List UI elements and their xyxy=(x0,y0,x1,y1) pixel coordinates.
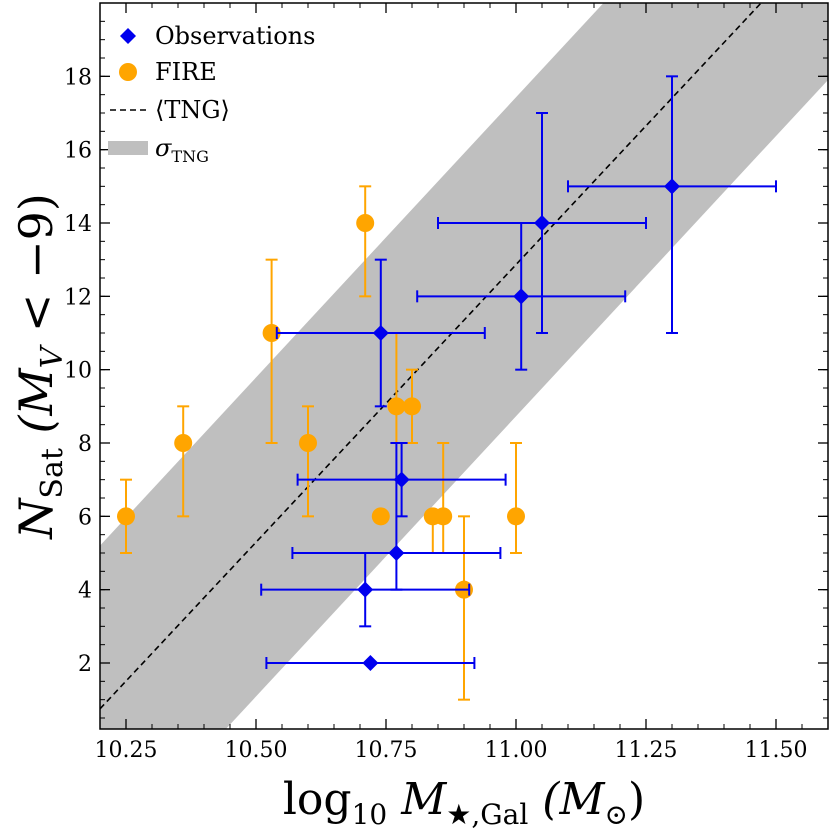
legend: Observations FIRE ⟨TNG⟩ σTNG xyxy=(108,22,315,166)
fire-point-7 xyxy=(403,397,421,416)
fire-point-4 xyxy=(356,214,375,232)
x-label-sun: ⊙ xyxy=(605,798,628,829)
legend-sigma-sub: TNG xyxy=(171,147,208,166)
legend-observations-marker xyxy=(120,28,136,44)
obs-point-7 xyxy=(664,178,680,195)
x-tick-label-2: 10.75 xyxy=(355,738,418,763)
y-tick-label-8: 18 xyxy=(64,65,92,90)
y-tick-label-4: 10 xyxy=(64,359,92,384)
obs-point-5 xyxy=(513,288,530,305)
x-tick-label-1: 10.50 xyxy=(225,738,288,763)
x-axis-label: log10 M★,Gal (M⊙) xyxy=(283,774,645,829)
y-tick-label-7: 16 xyxy=(64,139,92,164)
y-tick-label-1: 4 xyxy=(78,579,92,604)
x-tick-label-4: 11.25 xyxy=(615,738,678,763)
axis-ticks: 10.25 10.50 10.75 11.00 11.25 11.50 2 4 6 8 10 12 14… xyxy=(64,3,829,763)
legend-sigma-swatch xyxy=(108,141,148,155)
legend-label-obs: Observations xyxy=(155,22,315,50)
y-tick-label-6: 14 xyxy=(64,212,92,237)
y-tick-label-3: 8 xyxy=(78,432,92,457)
obs-point-3 xyxy=(393,471,410,488)
y-label-sub2: V xyxy=(35,343,70,368)
tng-line-layer xyxy=(100,3,763,710)
legend-label-tng: ⟨TNG⟩ xyxy=(155,96,230,124)
x-tick-label-5: 11.50 xyxy=(745,738,808,763)
sigma-tng-band xyxy=(100,3,828,729)
legend-label-fire: FIRE xyxy=(155,58,217,86)
x-label-main: log xyxy=(283,774,352,825)
obs-point-4 xyxy=(372,325,389,341)
x-tick-label-3: 11.00 xyxy=(485,738,548,763)
fire-point-1 xyxy=(174,434,193,452)
y-label-main: N xyxy=(9,497,63,540)
x-label-close: ) xyxy=(628,774,645,825)
fire-point-5 xyxy=(371,507,390,526)
legend-sigma-symbol: σ xyxy=(155,134,172,162)
fire-point-9 xyxy=(434,507,453,526)
x-label-mid: M xyxy=(387,774,447,825)
y-label-mid: (M xyxy=(9,367,63,449)
obs-point-0 xyxy=(362,655,379,671)
tng-mean-line xyxy=(100,3,763,710)
y-axis-label: NSat (MV < −9) xyxy=(9,193,70,540)
y-label-tail: < −9) xyxy=(9,193,63,347)
y-tick-label-5: 12 xyxy=(64,285,92,310)
sigma-band-layer xyxy=(100,3,828,729)
y-tick-label-2: 6 xyxy=(78,505,92,530)
obs-point-1 xyxy=(357,581,374,598)
y-label-sub1: Sat xyxy=(35,448,70,499)
legend-fire-marker xyxy=(119,63,137,81)
y-tick-label-0: 2 xyxy=(78,652,92,677)
x-tick-label-0: 10.25 xyxy=(95,738,158,763)
legend-label-sigma: σTNG xyxy=(155,134,209,166)
x-label-tail: (M xyxy=(528,774,605,825)
x-label-sub2: ★,Gal xyxy=(446,798,528,829)
fire-series xyxy=(117,185,525,701)
observations-series xyxy=(260,75,777,671)
fire-point-11 xyxy=(507,507,525,526)
x-label-sub1: 10 xyxy=(352,798,388,829)
fire-point-3 xyxy=(299,434,317,452)
fire-point-0 xyxy=(117,507,135,526)
fire-point-6 xyxy=(387,397,406,416)
obs-point-6 xyxy=(534,215,550,231)
obs-point-2 xyxy=(388,545,405,561)
